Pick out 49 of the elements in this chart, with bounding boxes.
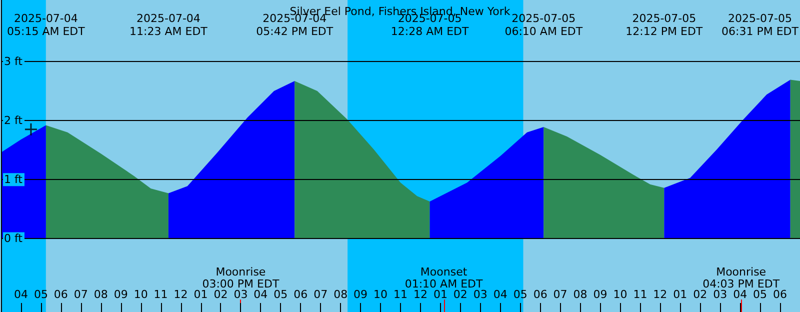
- x-tick-label: 11: [633, 288, 648, 301]
- ref-line-label: Moonrise 04:03 PM EDT: [702, 266, 780, 290]
- x-tick-label: 11: [394, 288, 408, 301]
- x-tick-label: 08: [334, 288, 348, 301]
- annotation: 2025-07-05 06:31 PM EDT: [722, 12, 799, 38]
- x-tick-label: 06: [294, 288, 308, 301]
- x-tick-label: 05: [274, 288, 288, 301]
- x-tick-label: 09: [593, 288, 608, 301]
- x-tick-label: 11: [154, 288, 168, 301]
- x-tick-label: 06: [54, 288, 68, 301]
- x-tick-label: 10: [374, 288, 388, 301]
- x-tick-label: 12: [413, 288, 428, 301]
- x-tick-label: 12: [174, 288, 188, 301]
- x-tick-label: 06: [773, 288, 788, 301]
- y-tick-label: 1 ft: [4, 173, 24, 186]
- x-tick-label: 04: [733, 288, 748, 301]
- x-tick-label: 05: [513, 288, 528, 301]
- x-tick-label: 10: [613, 288, 628, 301]
- x-tick-label: 08: [573, 288, 588, 301]
- x-tick-label: 08: [94, 288, 108, 301]
- x-tick-label: 04: [254, 288, 268, 301]
- x-tick-label: 12: [653, 288, 668, 301]
- x-tick-label: 06: [533, 288, 548, 301]
- x-tick-label: 04: [493, 288, 508, 301]
- x-tick-label: 09: [354, 288, 368, 301]
- x-tick-label: 05: [753, 288, 768, 301]
- x-tick-label: 03: [713, 288, 728, 301]
- x-tick-label: 03: [234, 288, 248, 301]
- x-tick-label: 10: [134, 288, 148, 301]
- y-tick-label: 3 ft: [4, 54, 24, 68]
- annotation: 2025-07-04 11:23 AM EDT: [130, 12, 208, 38]
- x-tick-label: 09: [114, 288, 128, 301]
- x-tick-label: 07: [314, 288, 328, 301]
- x-tick-label: 03: [473, 288, 488, 301]
- y-tick-label: 0 ft: [4, 232, 24, 246]
- x-tick-label: 07: [553, 288, 568, 301]
- x-tick-label: 01: [433, 288, 448, 301]
- ref-line-label: Moonset 01:10 AM EDT: [404, 266, 483, 290]
- x-tick-label: 07: [74, 288, 88, 301]
- x-tick-label: 05: [34, 288, 48, 301]
- x-tick-label: 01: [194, 288, 208, 301]
- x-tick-label: 04: [14, 288, 28, 301]
- x-tick-label: 01: [673, 288, 688, 301]
- x-tick-label: 02: [214, 288, 228, 301]
- annotation: 2025-07-05 12:12 PM EDT: [626, 12, 703, 38]
- x-tick-label: 02: [453, 288, 468, 301]
- x-tick-label: 02: [693, 288, 708, 301]
- ref-line-label: Moonrise 03:00 PM EDT: [202, 266, 280, 290]
- y-tick-label: 2 ft: [4, 114, 24, 128]
